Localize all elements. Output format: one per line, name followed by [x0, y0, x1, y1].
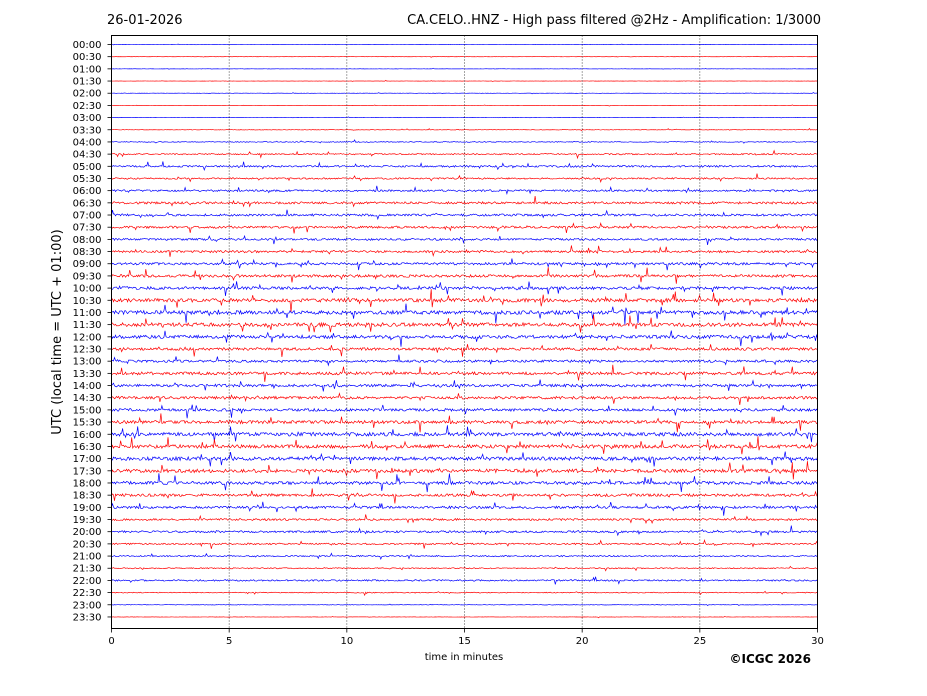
y-axis-label: UTC (local time = UTC + 01:00): [50, 229, 65, 434]
trace-row-2130: [111, 565, 818, 572]
y-tick-label: 14:30: [73, 393, 102, 404]
y-tick-label: 11:30: [73, 320, 102, 331]
y-tick-label: 18:30: [73, 491, 102, 502]
y-tick-label: 21:30: [73, 564, 102, 575]
y-tick-label: 15:30: [73, 418, 102, 429]
trace-row-1700: [111, 451, 818, 467]
trace-row-0630: [111, 196, 818, 208]
trace-row-0330: [111, 127, 818, 132]
y-tick-label: 03:00: [73, 113, 102, 124]
y-tick-label: 16:00: [73, 430, 102, 441]
y-tick-label: 08:00: [73, 235, 102, 246]
trace-row-0830: [111, 245, 818, 258]
y-tick-label: 08:30: [73, 247, 102, 258]
trace-row-1300: [111, 354, 818, 367]
trace-row-2030: [111, 539, 818, 549]
x-axis-label: time in minutes: [425, 652, 504, 663]
y-tick-label: 00:30: [73, 52, 102, 63]
y-tick-label: 22:00: [73, 576, 102, 587]
y-tick-label: 03:30: [73, 125, 102, 136]
y-tick-label: 17:00: [73, 454, 102, 465]
trace-row-0730: [111, 222, 818, 234]
y-tick-label: 02:00: [73, 89, 102, 100]
trace-row-2300: [111, 603, 818, 606]
y-tick-label: 13:30: [73, 369, 102, 380]
vertical-gridlines: [228, 35, 701, 629]
y-tick-label: 12:30: [73, 345, 102, 356]
y-tick-label: 19:00: [73, 503, 102, 514]
y-tick-label: 01:00: [73, 64, 102, 75]
trace-row-0500: [111, 161, 818, 171]
y-tick-label: 14:00: [73, 381, 102, 392]
y-tick-label: 21:00: [73, 552, 102, 563]
y-tick-label: 17:30: [73, 466, 102, 477]
y-tick-label: 18:00: [73, 478, 102, 489]
y-tick-label: 04:00: [73, 137, 102, 148]
trace-row-1400: [111, 379, 818, 392]
trace-row-2100: [111, 552, 818, 561]
trace-row-1330: [111, 364, 818, 382]
trace-rows: [111, 43, 818, 619]
x-tick-label: 25: [693, 636, 706, 647]
x-axis-ticks: 0 5 10 15 20 25 30: [108, 628, 824, 647]
y-tick-label: 15:00: [73, 405, 102, 416]
x-tick-label: 15: [458, 636, 471, 647]
copyright-text: ©ICGC 2026: [729, 652, 811, 666]
trace-row-2330: [111, 616, 818, 619]
trace-row-0530: [111, 173, 818, 184]
x-tick-label: 20: [576, 636, 589, 647]
y-tick-label: 13:00: [73, 357, 102, 368]
y-tick-label: 10:30: [73, 296, 102, 307]
y-tick-label: 23:00: [73, 600, 102, 611]
trace-row-0300: [111, 116, 818, 119]
trace-row-2200: [111, 576, 818, 585]
y-tick-label: 09:00: [73, 259, 102, 270]
y-tick-label: 12:00: [73, 332, 102, 343]
y-tick-label: 04:30: [73, 150, 102, 161]
x-tick-label: 0: [108, 636, 114, 647]
trace-row-0600: [111, 185, 818, 195]
y-tick-label: 05:00: [73, 162, 102, 173]
trace-row-1500: [111, 404, 818, 419]
x-tick-label: 30: [811, 636, 824, 647]
x-tick-label: 10: [340, 636, 353, 647]
y-tick-label: 01:30: [73, 77, 102, 88]
y-tick-label: 07:00: [73, 211, 102, 222]
trace-row-0700: [111, 209, 818, 221]
x-tick-label: 5: [226, 636, 232, 647]
y-tick-label: 19:30: [73, 515, 102, 526]
y-tick-label: 10:00: [73, 284, 102, 295]
trace-row-0400: [111, 139, 818, 144]
y-tick-label: 06:30: [73, 198, 102, 209]
trace-row-1630: [111, 436, 818, 455]
trace-row-0430: [111, 149, 818, 160]
y-tick-label: 23:30: [73, 612, 102, 623]
plot-frame: [111, 35, 818, 629]
y-tick-label: 20:00: [73, 527, 102, 538]
y-tick-label: 06:00: [73, 186, 102, 197]
y-tick-label: 05:30: [73, 174, 102, 185]
y-tick-label: 00:00: [73, 40, 102, 51]
y-tick-label: 22:30: [73, 588, 102, 599]
y-tick-label: 02:30: [73, 101, 102, 112]
y-tick-label: 16:30: [73, 442, 102, 453]
y-tick-label: 07:30: [73, 223, 102, 234]
trace-row-2230: [111, 590, 818, 597]
y-tick-label: 11:00: [73, 308, 102, 319]
y-tick-label: 09:30: [73, 271, 102, 282]
chart-date: 26-01-2026: [107, 13, 183, 28]
chart-title: CA.CELO..HNZ - High pass filtered @2Hz -…: [407, 13, 821, 28]
trace-row-1600: [111, 425, 818, 443]
y-tick-label: 20:30: [73, 539, 102, 550]
